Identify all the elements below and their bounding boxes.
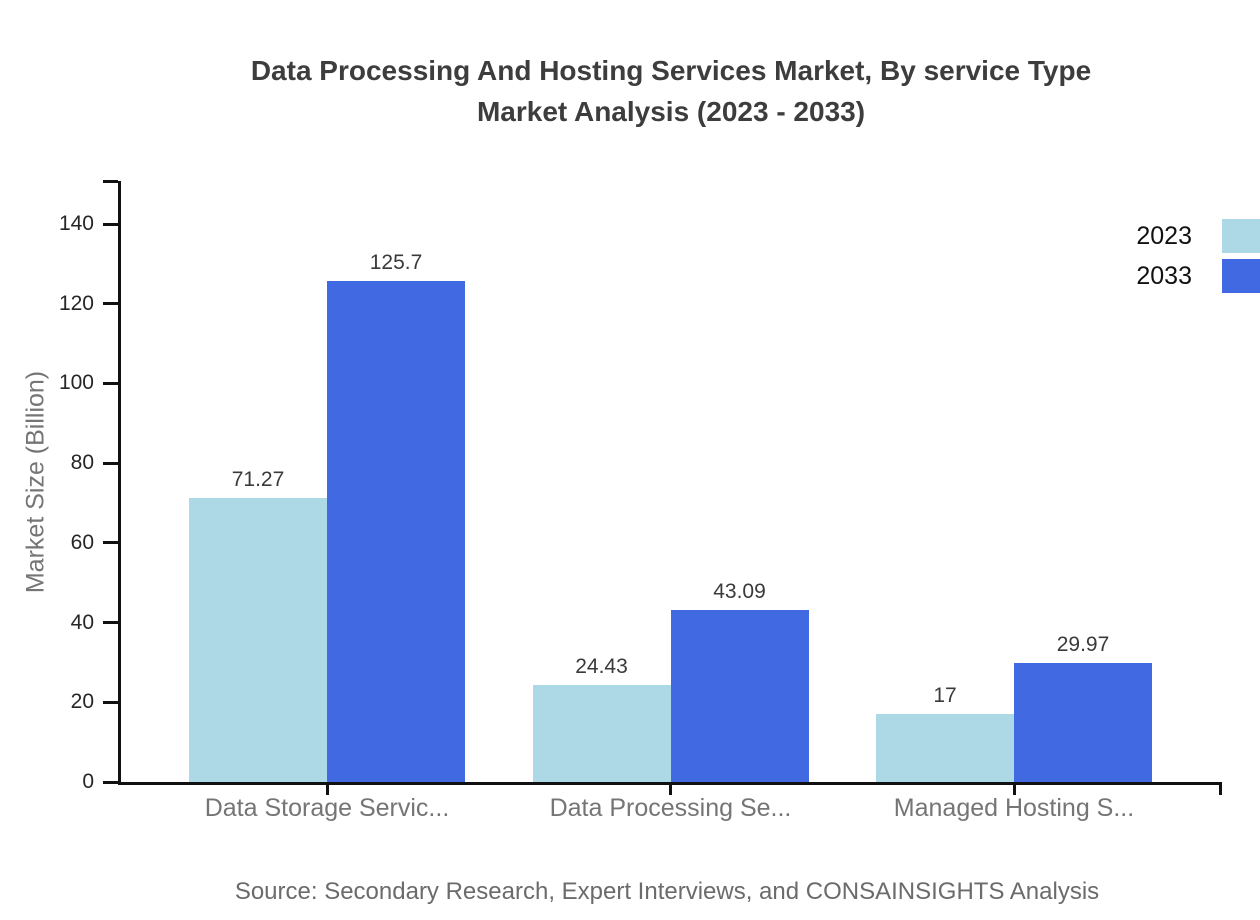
- legend-swatch: [1222, 259, 1260, 293]
- bar-value-label: 43.09: [713, 580, 766, 603]
- y-axis-label: Market Size (Billion): [21, 370, 50, 594]
- y-tick-mark: [103, 302, 118, 306]
- bar-value-label: 29.97: [1056, 633, 1110, 656]
- y-tick-label: 60: [70, 530, 94, 554]
- y-tick-mark: [103, 541, 118, 545]
- legend-label: 2033: [1136, 261, 1192, 290]
- x-tick-mark: [669, 785, 672, 795]
- chart-title: Data Processing And Hosting Services Mar…: [82, 50, 1260, 132]
- y-tick-mark: [103, 461, 118, 465]
- y-tick-mark: [103, 381, 118, 385]
- bar-2023-0: [189, 498, 327, 782]
- chart-title-line-2: Market Analysis (2023 - 2033): [476, 96, 866, 127]
- y-tick-label: 140: [58, 212, 94, 235]
- x-category-label: Managed Hosting S...: [893, 794, 1135, 822]
- bar-value-label: 71.27: [231, 468, 285, 491]
- plot-area: 0 20 40 60 80 100 120 140 71.27 125.7 24.43 43.09 1…: [59, 180, 1222, 795]
- bar-2023-2: [876, 714, 1014, 782]
- chart-title-line-1: Data Processing And Hosting Services Mar…: [250, 55, 1092, 86]
- y-tick-label: 0: [82, 770, 94, 793]
- x-axis-end-tick: [1219, 785, 1222, 795]
- y-tick-label: 80: [70, 451, 94, 475]
- legend-swatch: [1222, 219, 1260, 253]
- x-tick-mark: [325, 785, 329, 795]
- y-axis-top-tick: [103, 180, 118, 183]
- source-note: Source: Secondary Research, Expert Inter…: [234, 878, 1100, 905]
- y-tick-label: 40: [70, 610, 94, 634]
- y-tick-mark: [103, 222, 118, 226]
- bar-value-label: 17: [933, 684, 957, 707]
- legend: 2023 2033: [1136, 219, 1260, 299]
- y-tick-mark: [103, 621, 118, 625]
- bar-2033-2: [1014, 663, 1152, 782]
- y-tick-mark: [103, 700, 118, 704]
- legend-item-2023: 2023: [1136, 219, 1260, 253]
- bar-value-label: 125.7: [369, 251, 423, 274]
- y-tick-label: 100: [58, 371, 94, 395]
- x-category-label: Data Processing Se...: [549, 794, 792, 822]
- bar-value-label: 24.43: [575, 655, 628, 678]
- legend-item-2033: 2033: [1136, 259, 1260, 293]
- legend-label: 2023: [1136, 221, 1192, 250]
- bar-2033-1: [670, 610, 809, 782]
- y-tick-label: 20: [70, 690, 94, 714]
- y-tick-mark: [103, 780, 118, 784]
- x-tick-mark: [1012, 785, 1016, 795]
- bar-2023-1: [532, 685, 671, 782]
- y-tick-label: 120: [58, 291, 94, 315]
- x-category-label: Data Storage Servic...: [204, 794, 450, 822]
- bar-2033-0: [327, 281, 465, 782]
